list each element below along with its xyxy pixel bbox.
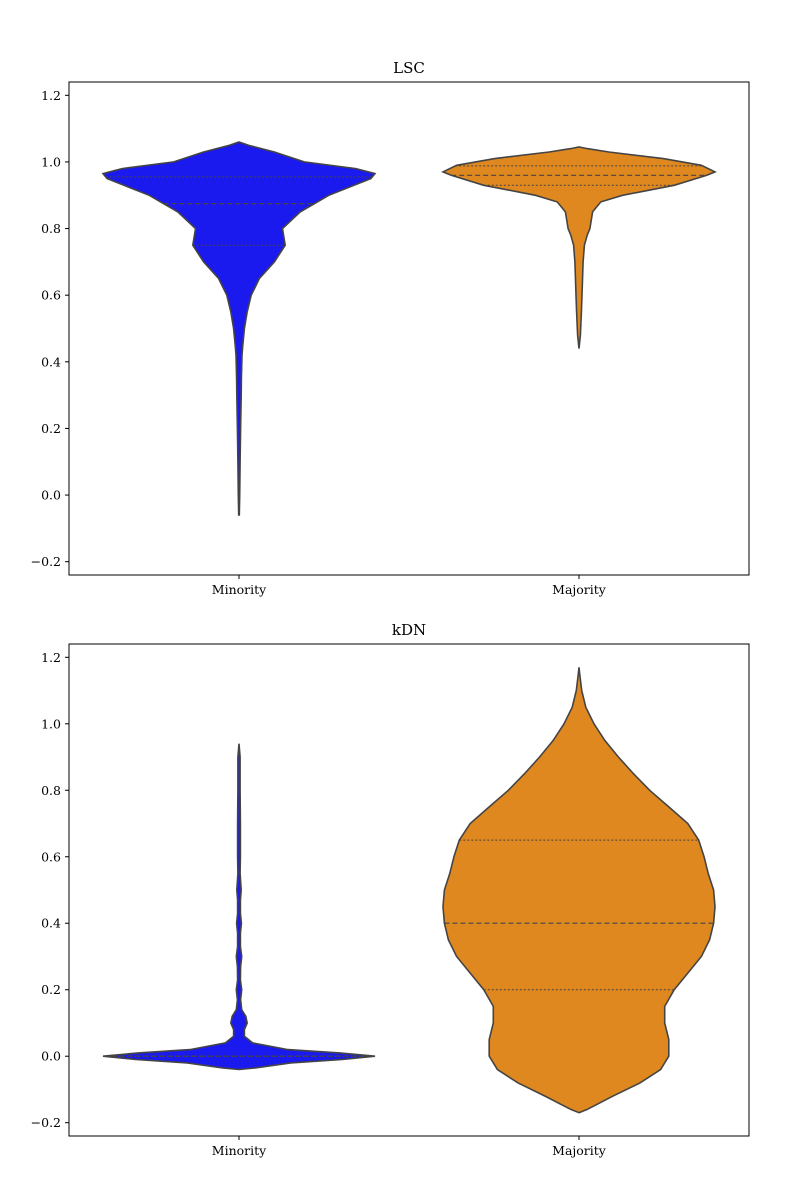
y-tick-label: 0.4: [41, 354, 61, 369]
y-tick-label: 0.8: [41, 221, 61, 236]
chart-title: kDN: [392, 621, 426, 639]
x-tick-label-majority: Majority: [552, 582, 607, 597]
lsc-panel: LSC −0.2 0.0 0.2 0.4 0.6 0.8 1.0 1.2 Minority Majo…: [31, 59, 750, 597]
y-tick-label: 1.0: [41, 154, 61, 169]
kdn-panel: kDN −0.2 0.0 0.2 0.4 0.6 0.8 1.0 1.2 Minority Majo…: [31, 621, 750, 1158]
y-tick-label: 1.0: [41, 716, 61, 731]
violin-majority: [441, 146, 717, 349]
x-tick-label-majority: Majority: [552, 1143, 607, 1158]
y-tick-label: 1.2: [41, 88, 61, 103]
y-tick-label: 0.2: [41, 421, 61, 436]
y-tick-label: −0.2: [31, 554, 61, 569]
y-tick-label: 1.2: [41, 650, 61, 665]
violin-minority: [101, 141, 377, 516]
plot-frame: [68, 81, 750, 576]
x-tick-label-minority: Minority: [212, 1143, 267, 1158]
y-tick-label: 0.6: [41, 849, 61, 864]
y-tick-label: 0.0: [41, 488, 61, 503]
y-tick-label: 0.4: [41, 916, 61, 931]
violin-majority: [442, 667, 716, 1114]
plot-frame: [68, 643, 750, 1137]
y-tick-label: 0.6: [41, 288, 61, 303]
chart-title: LSC: [393, 59, 425, 77]
x-tick-label-minority: Minority: [212, 582, 267, 597]
y-tick-label: −0.2: [31, 1115, 61, 1130]
y-tick-label: 0.0: [41, 1049, 61, 1064]
y-tick-label: 0.2: [41, 982, 61, 997]
violin-minority: [102, 743, 376, 1071]
y-tick-label: 0.8: [41, 783, 61, 798]
